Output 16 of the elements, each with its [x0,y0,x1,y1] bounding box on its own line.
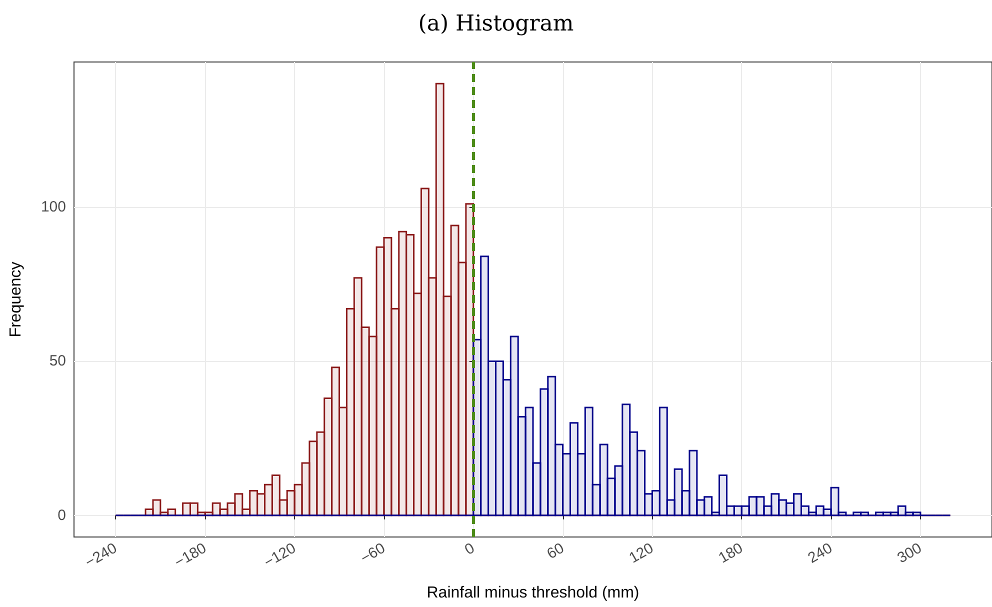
x-tick-label: 0 [462,540,478,559]
x-tick-label: 120 [626,540,656,567]
y-tick-label: 0 [58,506,66,524]
x-tick-label: −240 [82,540,120,572]
x-tick-label: 240 [805,540,836,567]
x-axis-title: Rainfall minus threshold (mm) [426,584,640,602]
x-tick-label: 180 [716,540,746,567]
x-tick-label: −180 [172,540,210,572]
y-tick-label: 100 [40,198,66,216]
x-tick-label: −60 [358,540,388,568]
chart-title: (a) Histogram [418,12,574,36]
x-tick-label: −120 [261,540,299,572]
y-axis-title: Frequency [8,262,24,338]
x-tick-label: 60 [544,540,568,563]
y-tick-label: 50 [49,352,66,370]
x-tick-label: 300 [894,540,925,567]
